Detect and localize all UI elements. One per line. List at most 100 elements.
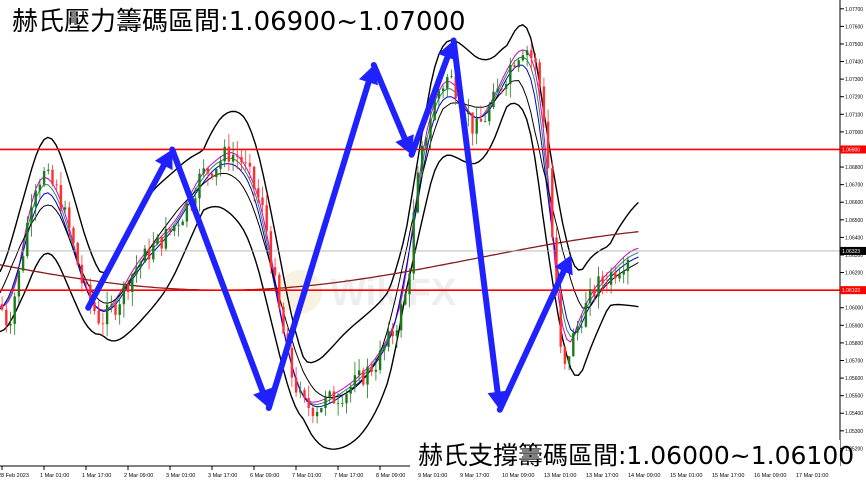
candle-body: [38, 184, 42, 191]
candle-body: [412, 212, 415, 274]
price-tick-label: 1.05400: [845, 411, 863, 417]
arrow-head: [554, 255, 573, 276]
time-tick-label: 7 Mar 01:00: [292, 473, 321, 479]
candle-body: [261, 197, 264, 206]
candle-body: [299, 389, 302, 393]
trend-arrow-6: [450, 37, 508, 410]
candle-body: [47, 169, 50, 172]
candle-body: [416, 172, 420, 213]
time-tick-label: 3 Mar 17:00: [208, 473, 237, 479]
price-tick-label: 1.07500: [845, 42, 863, 48]
candle-body: [278, 274, 281, 307]
candle-body: [366, 366, 369, 385]
candle-body: [210, 173, 214, 178]
price-tick-label: 1.06300: [845, 253, 863, 259]
candle-body: [202, 168, 205, 174]
time-tick-label: 28 Feb 2023: [0, 473, 29, 479]
price-tick-label: 1.07700: [845, 7, 863, 13]
candle-body: [240, 156, 243, 163]
arrow-head: [154, 149, 173, 171]
price-tick-label: 1.07200: [845, 95, 863, 101]
price-tick-label: 1.07600: [845, 24, 863, 30]
price-tick-label: 1.06400: [845, 235, 863, 241]
candle-body: [513, 65, 516, 68]
moving-average-long: [0, 231, 639, 291]
arrow-shaft: [265, 79, 372, 411]
resistance-zone-title: 赫氏壓力籌碼區間:1.06900~1.07000: [12, 7, 466, 37]
arrow-head: [395, 134, 414, 155]
candle-body: [290, 347, 294, 378]
candle-body: [231, 154, 235, 162]
candle-body: [605, 283, 609, 285]
candle-body: [51, 169, 54, 185]
candle-body: [467, 112, 470, 115]
candle-body: [30, 207, 33, 223]
time-tick-label: 8 Mar 09:00: [376, 473, 405, 479]
candle-body: [118, 304, 121, 315]
candle-body: [399, 304, 403, 331]
time-tick-label: 9 Mar 01:00: [418, 473, 447, 479]
candle-body: [269, 231, 273, 268]
arrow-shaft: [169, 146, 266, 395]
candle-body: [257, 188, 260, 198]
candle-body: [164, 228, 168, 249]
candle-body: [21, 256, 25, 271]
candle-body: [387, 330, 390, 347]
candle-body: [542, 86, 546, 122]
price-tick-label: 1.06700: [845, 183, 863, 189]
candle-body: [34, 190, 37, 208]
time-tick-label: 2 Mar 09:00: [124, 473, 153, 479]
candle-body: [437, 91, 441, 99]
candle-body: [173, 225, 176, 232]
candle-body: [378, 350, 382, 370]
arrow-shaft: [85, 162, 167, 311]
price-tick-label: 1.06500: [845, 218, 863, 224]
trend-arrow-7: [496, 255, 573, 413]
candle-body: [265, 205, 268, 232]
price-tick-label: 1.05300: [845, 429, 863, 435]
candle-body: [609, 272, 613, 285]
candle-body: [303, 389, 306, 399]
candle-body: [68, 207, 71, 228]
candle-body: [223, 146, 226, 162]
candle-body: [601, 276, 604, 284]
resistance-price-label: 1.06900: [842, 147, 860, 153]
candle-body: [72, 227, 75, 243]
candle-body: [227, 146, 231, 162]
candle-body: [177, 225, 180, 227]
arrow-head: [253, 387, 272, 408]
candle-body: [244, 162, 247, 164]
candle-body: [420, 145, 424, 173]
price-tick-label: 1.05800: [845, 341, 863, 347]
moving-average-black: [0, 80, 639, 399]
candle-body: [131, 274, 134, 292]
candle-body: [395, 330, 399, 337]
candle-body: [614, 272, 617, 279]
candle-body: [80, 264, 84, 284]
candle-body: [282, 306, 285, 334]
support-price-label: 1.06103: [842, 288, 860, 294]
candle-body: [126, 284, 130, 292]
arrow-shaft: [408, 54, 451, 158]
candle-body: [315, 412, 319, 417]
candle-body: [408, 273, 411, 295]
support-price-tag: 1.06103: [840, 286, 866, 295]
candle-body: [105, 304, 109, 325]
candle-body: [597, 276, 600, 297]
candle-body: [143, 248, 147, 263]
candle-body: [122, 284, 126, 305]
candle-body: [584, 302, 588, 327]
candle-body: [509, 65, 512, 85]
candle-body: [114, 304, 117, 315]
candle-body: [454, 76, 457, 99]
candle-body: [446, 77, 449, 89]
candle-body: [483, 121, 487, 123]
support-title-bg: [410, 440, 840, 470]
time-tick-label: 3 Mar 01:00: [166, 473, 195, 479]
candle-body: [496, 88, 499, 92]
candle-body: [546, 121, 550, 168]
candle-body: [147, 248, 151, 260]
candle-body: [97, 310, 100, 324]
candle-body: [475, 118, 478, 134]
